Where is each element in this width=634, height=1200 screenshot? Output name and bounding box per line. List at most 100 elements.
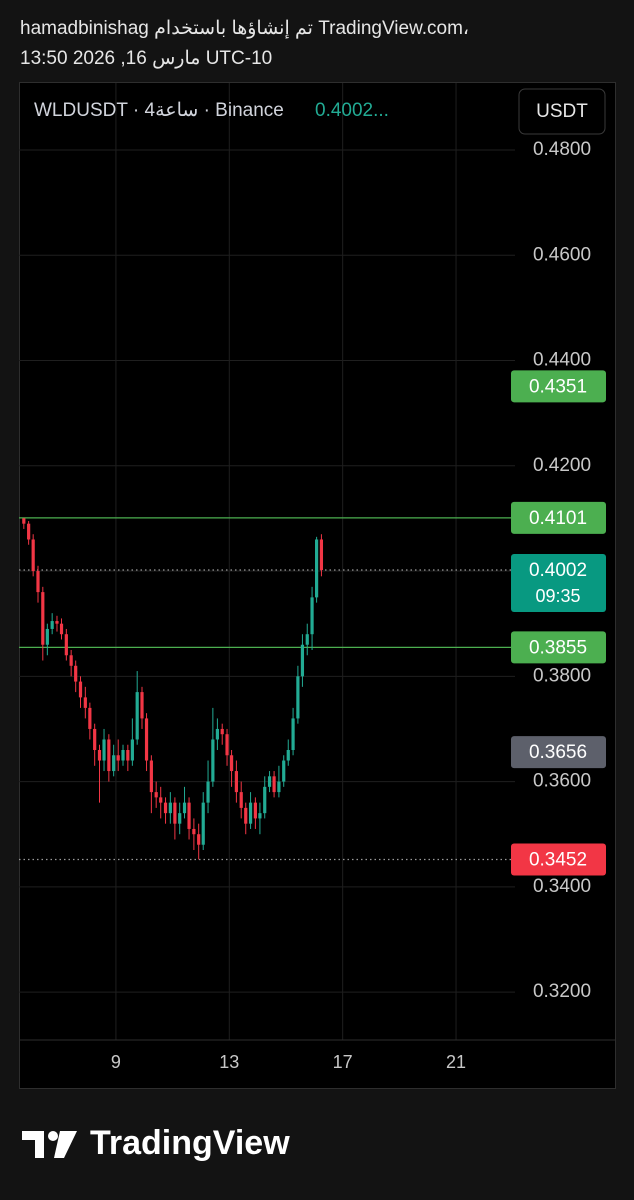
candle-body	[64, 634, 68, 656]
candle-body	[50, 621, 54, 629]
candle-body	[154, 792, 158, 798]
price-badge-label: 0.4002	[529, 560, 587, 581]
candle-body	[286, 750, 290, 761]
logo-mark	[48, 1131, 58, 1141]
price-badge	[511, 501, 606, 534]
candle-body	[36, 571, 40, 593]
x-tick-label: 9	[111, 1052, 121, 1072]
header-line: 13:50 2026 ,16 مارس UTC-10	[20, 48, 273, 69]
candle-body	[282, 760, 286, 782]
candle-body	[206, 781, 210, 803]
candle-body	[116, 755, 120, 761]
candle-body	[296, 676, 300, 719]
candle-body	[305, 634, 309, 645]
candle-body	[168, 802, 172, 814]
y-tick-label: 0.4200	[533, 455, 591, 476]
candle-body	[211, 739, 215, 782]
candle-body	[22, 518, 26, 524]
y-tick-label: 0.3800	[533, 665, 591, 686]
candle-body	[121, 750, 125, 761]
candle-body	[107, 739, 111, 772]
candle-body	[291, 718, 295, 750]
candle-body	[31, 539, 35, 572]
candle-body	[59, 623, 64, 635]
last-price: 0.4002...	[315, 100, 389, 121]
candle-body	[74, 665, 78, 682]
candle-body	[182, 802, 187, 814]
y-tick-label: 0.4400	[533, 350, 591, 371]
candle-body	[187, 802, 191, 829]
candle-body	[244, 807, 248, 824]
price-badge	[511, 554, 606, 612]
candle-body	[272, 776, 276, 793]
candle-body	[140, 692, 144, 719]
candle-body	[300, 644, 305, 677]
logo	[22, 1131, 77, 1158]
x-tick-label: 21	[446, 1052, 466, 1072]
header: hamadbinishag تم إنشاؤها باستخدام Tradin…	[20, 14, 469, 74]
price-badge	[511, 843, 606, 876]
price-badge	[511, 631, 606, 664]
price-badge-label: 0.3656	[529, 742, 587, 763]
candle-body	[41, 592, 45, 645]
candle-body	[201, 802, 205, 845]
header-line: hamadbinishag تم إنشاؤها باستخدام Tradin…	[20, 18, 470, 39]
logo-mark	[54, 1131, 77, 1158]
candle-body	[197, 834, 201, 845]
candle-body	[27, 523, 31, 540]
candle-body	[263, 786, 267, 814]
candle-body	[69, 655, 73, 666]
candle-body	[220, 728, 224, 735]
price-badge-label: 0.3452	[529, 849, 587, 870]
price-badge-label: 0.3855	[529, 637, 587, 658]
candle-body	[310, 597, 314, 635]
candle-body	[267, 776, 272, 787]
candle-body	[315, 539, 319, 598]
price-badge	[511, 736, 606, 769]
candle-body	[258, 813, 262, 819]
candle-body	[163, 802, 168, 814]
candle-body	[88, 707, 92, 729]
candle-body	[215, 728, 219, 740]
candle-body	[93, 728, 97, 750]
candle-body	[173, 802, 177, 824]
brand: TradingView	[90, 1124, 290, 1162]
price-badge-label: 0.4101	[529, 508, 587, 529]
candle-body	[144, 718, 149, 761]
candle-body	[78, 681, 83, 698]
logo-mark	[22, 1131, 44, 1158]
candle-body	[159, 797, 163, 803]
candle-body	[126, 750, 130, 761]
candle-body	[97, 750, 102, 761]
candle-body	[55, 621, 59, 624]
candle-body	[225, 734, 229, 756]
candle-body	[112, 755, 116, 772]
candle-body	[229, 755, 234, 772]
currency-button[interactable]	[518, 88, 606, 135]
countdown: 09:35	[535, 586, 580, 606]
candle-body	[277, 781, 281, 793]
candle-body	[319, 539, 324, 570]
y-tick-label: 0.3400	[533, 876, 591, 897]
candle-body	[239, 792, 243, 808]
candle-body	[45, 628, 49, 645]
x-tick-label: 13	[219, 1052, 239, 1072]
y-tick-label: 0.4600	[533, 244, 591, 265]
currency-label[interactable]: USDT	[536, 101, 588, 122]
candle-body	[192, 828, 196, 835]
candle-body	[83, 697, 87, 708]
candle-body	[253, 802, 257, 819]
candle-body	[102, 739, 106, 761]
candle-body	[178, 813, 182, 824]
symbol: WLDUSDT · 4ساعة · Binance	[34, 100, 284, 121]
price-badge-label: 0.4351	[529, 376, 587, 397]
y-tick-label: 0.3600	[533, 771, 591, 792]
x-tick-label: 17	[333, 1052, 353, 1072]
candle-body	[149, 760, 153, 793]
candle-body	[234, 771, 238, 793]
y-tick-label: 0.3200	[533, 981, 591, 1002]
candle-body	[130, 739, 134, 761]
price-badge	[511, 370, 606, 403]
